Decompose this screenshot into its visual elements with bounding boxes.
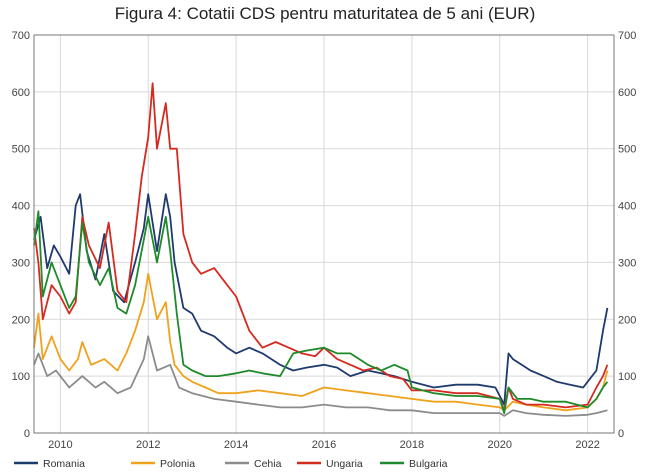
y-axis-left: 0 100 200 300 400 500 600 700 xyxy=(12,30,30,440)
y-tick-label-right: 0 xyxy=(618,428,624,440)
series-line-romania xyxy=(33,193,609,406)
y-tick-label-left: 300 xyxy=(12,257,30,269)
grid-lines xyxy=(34,34,614,434)
y-tick-label-left: 400 xyxy=(12,201,30,213)
x-tick-label: 2014 xyxy=(224,439,248,451)
y-tick-label-right: 300 xyxy=(618,257,636,269)
x-tick-label: 2018 xyxy=(400,439,424,451)
y-tick-label-right: 500 xyxy=(618,144,636,156)
series-line-ungaria xyxy=(33,82,609,412)
y-tick-label-left: 0 xyxy=(24,428,30,440)
chart-title: Figura 4: Cotatii CDS pentru maturitatea… xyxy=(114,4,536,23)
series-line-cehia xyxy=(33,335,608,417)
series-line-polonia xyxy=(33,272,609,412)
legend-label-cehia: Cehia xyxy=(254,458,282,470)
x-tick-label: 2012 xyxy=(136,439,160,451)
legend-label-polonia: Polonia xyxy=(160,458,195,470)
x-tick-label: 2022 xyxy=(575,439,599,451)
y-tick-label-right: 100 xyxy=(618,371,636,383)
series-lines xyxy=(33,82,609,417)
x-tick-label: 2016 xyxy=(312,439,336,451)
y-tick-label-right: 600 xyxy=(618,87,636,99)
legend-label-romania: Romania xyxy=(43,458,85,470)
x-axis: 2010 2012 2014 2016 2018 2020 2022 xyxy=(48,439,600,451)
x-tick-label: 2020 xyxy=(488,439,512,451)
legend: Romania Polonia Cehia Ungaria Bulgaria xyxy=(14,458,448,470)
plot-frame xyxy=(33,34,615,434)
y-tick-label-left: 700 xyxy=(12,30,30,42)
legend-label-bulgaria: Bulgaria xyxy=(409,458,448,470)
y-tick-label-left: 200 xyxy=(12,314,30,326)
y-tick-label-left: 500 xyxy=(12,144,30,156)
legend-label-ungaria: Ungaria xyxy=(326,458,363,470)
y-tick-label-right: 700 xyxy=(618,30,636,42)
y-axis-right: 0 100 200 300 400 500 600 700 xyxy=(618,30,636,440)
x-tick-label: 2010 xyxy=(48,439,72,451)
y-tick-label-right: 200 xyxy=(618,314,636,326)
y-tick-label-right: 400 xyxy=(618,201,636,213)
series-line-bulgaria xyxy=(33,210,609,415)
y-tick-label-left: 100 xyxy=(12,371,30,383)
y-tick-label-left: 600 xyxy=(12,87,30,99)
